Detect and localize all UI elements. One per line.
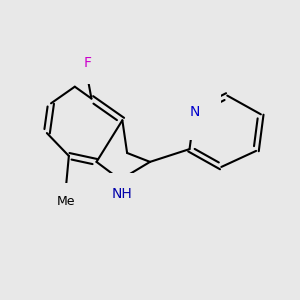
Text: Me: Me: [57, 195, 75, 208]
Text: NH: NH: [111, 187, 132, 201]
Text: F: F: [84, 56, 92, 70]
Text: N: N: [189, 105, 200, 119]
